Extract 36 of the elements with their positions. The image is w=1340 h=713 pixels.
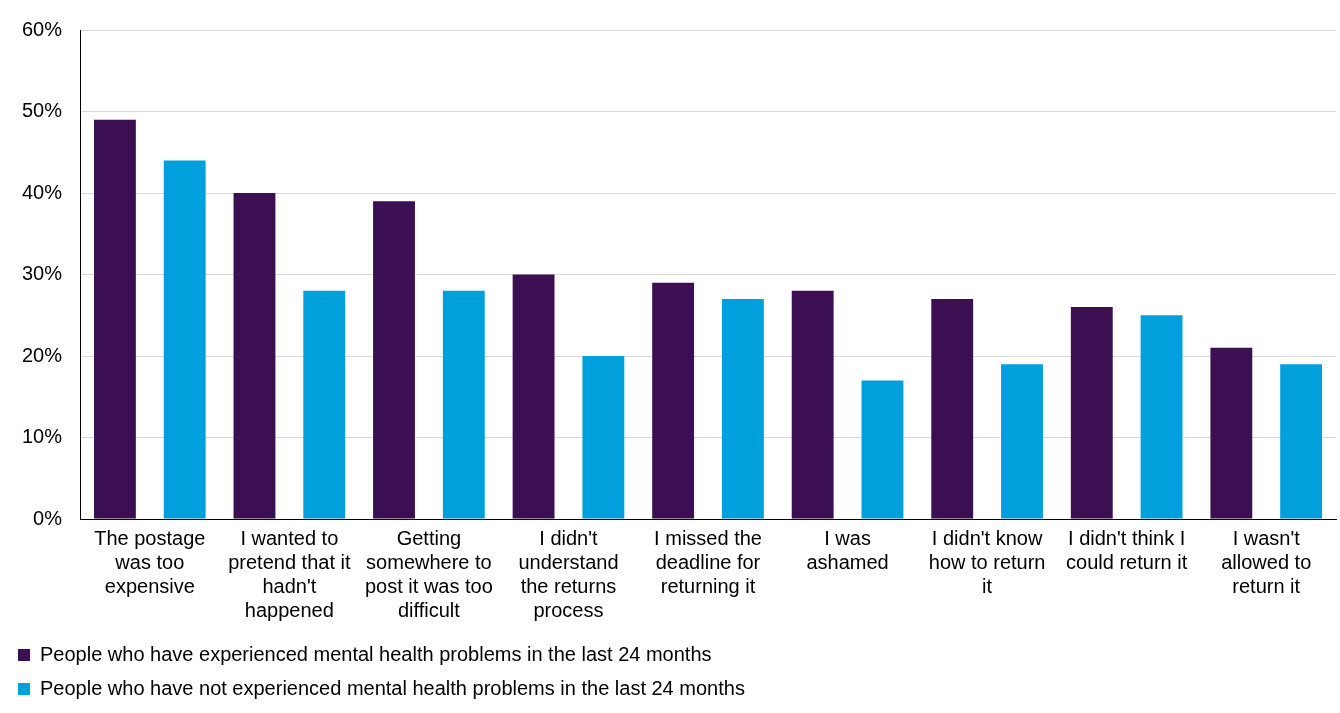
bar	[582, 356, 625, 519]
bar	[1140, 315, 1183, 519]
bar	[791, 290, 834, 519]
bar	[1070, 307, 1113, 519]
x-tick-label: I missed the deadline for returning it	[654, 526, 762, 597]
bar	[721, 298, 764, 519]
y-tick-label: 40%	[22, 180, 63, 203]
bar	[861, 380, 904, 519]
y-tick-label: 10%	[22, 425, 63, 448]
x-tick-label: I was ashamed	[806, 526, 889, 573]
y-tick-label: 20%	[22, 343, 63, 366]
bar	[652, 282, 695, 519]
bar	[163, 160, 206, 519]
bar	[1001, 364, 1043, 519]
x-tick-label: The postage was too expensive	[94, 526, 206, 597]
y-tick-label: 50%	[22, 99, 63, 122]
bar	[931, 298, 974, 519]
bar	[442, 290, 485, 519]
x-tick-label: I didn't think I could return it	[1066, 526, 1188, 573]
y-tick-label: 30%	[22, 262, 63, 285]
y-tick-label: 0%	[33, 506, 63, 529]
legend-label: People who have not experienced mental health problems in the last 24 months	[40, 676, 745, 699]
bar	[233, 193, 276, 519]
bar	[512, 274, 555, 519]
legend-label: People who have experienced mental health problems in the last 24 months	[40, 642, 712, 665]
x-tick-label: Getting somewhere to post it was too difficult	[364, 526, 493, 621]
bar	[93, 119, 136, 519]
x-tick-label: I wanted to pretend that it hadn't happened	[228, 526, 351, 621]
x-tick-label: I didn't understand the returns process	[518, 526, 619, 621]
bar	[1210, 347, 1253, 519]
bar	[1280, 364, 1323, 519]
bar	[373, 201, 415, 519]
x-tick-label: I didn't know how to return it	[928, 526, 1046, 597]
x-tick-label: I wasn't allowed to return it	[1221, 526, 1312, 597]
y-tick-label: 60%	[22, 17, 63, 40]
bar	[303, 290, 346, 519]
